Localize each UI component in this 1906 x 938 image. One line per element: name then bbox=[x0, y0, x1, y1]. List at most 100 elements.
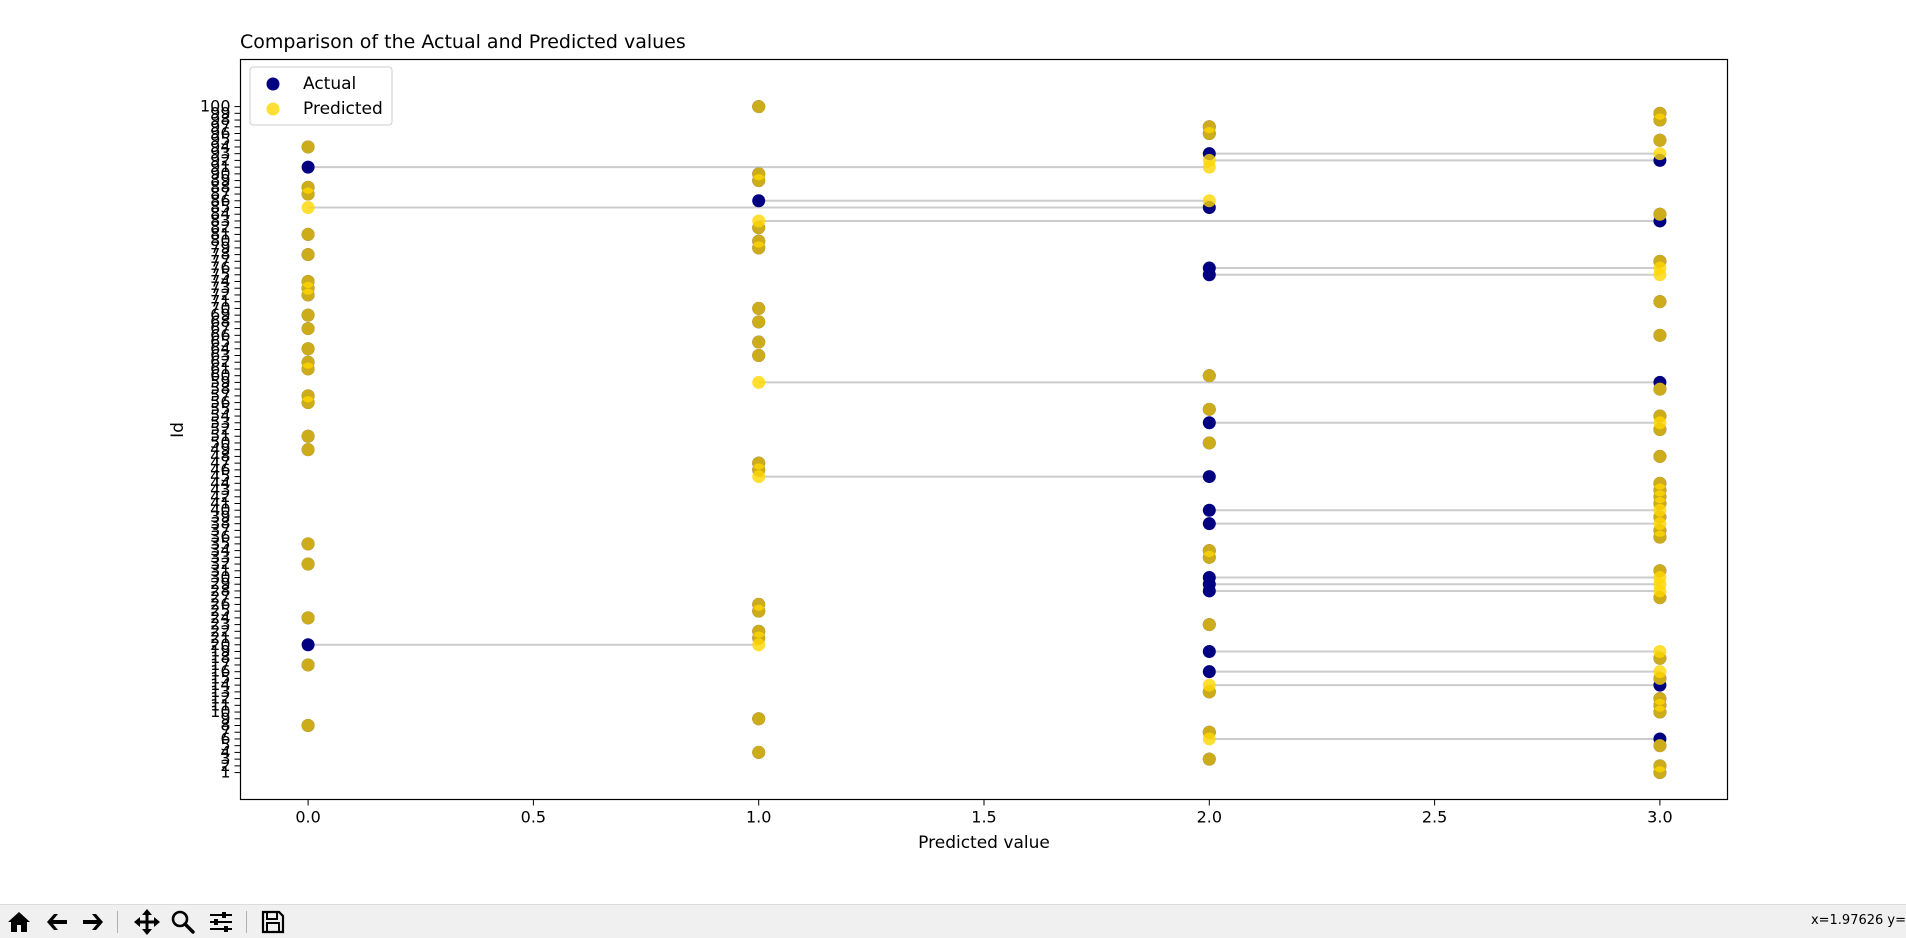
actual-point bbox=[1202, 503, 1216, 517]
legend-box bbox=[249, 66, 393, 126]
y-tick-label: 41 bbox=[210, 494, 230, 513]
y-tick-label: 42 bbox=[210, 487, 230, 506]
forward-button[interactable] bbox=[78, 908, 108, 936]
predicted-point bbox=[301, 658, 315, 672]
legend-label-predicted: Predicted bbox=[303, 99, 383, 119]
toolbar-separator bbox=[246, 911, 247, 933]
y-tick-label: 95 bbox=[210, 130, 230, 149]
actual-point bbox=[1202, 645, 1216, 658]
predicted-point bbox=[752, 167, 766, 181]
predicted-point bbox=[1653, 133, 1667, 147]
y-tick-label: 17 bbox=[210, 655, 230, 674]
y-tick-label: 100 bbox=[200, 97, 231, 116]
y-tick-label: 67 bbox=[210, 319, 230, 338]
predicted-point bbox=[752, 375, 766, 389]
predicted-point bbox=[752, 745, 766, 759]
y-tick-label: 2 bbox=[220, 756, 230, 775]
back-icon bbox=[47, 914, 67, 930]
y-tick-label: 73 bbox=[210, 278, 230, 297]
predicted-point bbox=[1202, 402, 1216, 416]
pan-icon bbox=[134, 909, 160, 935]
zoom-icon bbox=[171, 910, 195, 934]
x-tick-label: 2.5 bbox=[1422, 808, 1447, 827]
predicted-point bbox=[301, 355, 315, 369]
predicted-point bbox=[752, 315, 766, 329]
predicted-point bbox=[1202, 436, 1216, 450]
y-tick-label: 77 bbox=[210, 251, 230, 270]
y-tick-label: 36 bbox=[210, 527, 230, 546]
y-tick-label: 97 bbox=[210, 117, 230, 136]
x-tick-label: 1.0 bbox=[746, 808, 771, 827]
predicted-point bbox=[1653, 665, 1667, 679]
y-tick-label: 85 bbox=[210, 198, 230, 217]
predicted-point bbox=[301, 140, 315, 154]
y-tick-label: 8 bbox=[220, 716, 230, 735]
actual-point bbox=[752, 194, 766, 208]
y-tick-label: 5 bbox=[220, 736, 230, 755]
legend-marker-predicted bbox=[266, 102, 280, 116]
y-tick-label: 88 bbox=[210, 177, 230, 196]
chart-title: Comparison of the Actual and Predicted v… bbox=[240, 31, 686, 53]
predicted-point bbox=[1653, 739, 1667, 753]
y-tick-label: 31 bbox=[210, 561, 230, 580]
predicted-point bbox=[301, 201, 315, 214]
y-tick-label: 69 bbox=[210, 305, 230, 324]
y-tick-label: 91 bbox=[210, 157, 230, 176]
y-tick-label: 70 bbox=[210, 298, 230, 317]
y-tick-label: 11 bbox=[210, 695, 230, 714]
predicted-point bbox=[1653, 759, 1667, 773]
y-tick-label: 24 bbox=[210, 608, 230, 627]
y-tick-label: 54 bbox=[210, 406, 230, 425]
y-tick-label: 43 bbox=[210, 480, 230, 499]
y-tick-label: 81 bbox=[210, 224, 230, 243]
y-tick-label: 30 bbox=[210, 568, 230, 587]
y-tick-label: 63 bbox=[210, 346, 230, 365]
y-tick-label: 68 bbox=[210, 312, 230, 331]
x-tick-label: 2.0 bbox=[1197, 808, 1222, 827]
predicted-point bbox=[752, 234, 766, 248]
y-tick-label: 86 bbox=[210, 191, 230, 210]
y-tick-label: 79 bbox=[210, 238, 230, 257]
legend-label-actual: Actual bbox=[303, 74, 356, 94]
predicted-point bbox=[752, 712, 766, 726]
y-tick-label: 7 bbox=[220, 722, 230, 741]
y-tick-label: 92 bbox=[210, 150, 230, 169]
configure-subplots-button[interactable] bbox=[206, 908, 236, 936]
y-tick-label: 87 bbox=[210, 184, 230, 203]
actual-point bbox=[1202, 416, 1216, 430]
x-axis-label: Predicted value bbox=[918, 833, 1050, 853]
predicted-point bbox=[1653, 476, 1667, 490]
x-tick-label: 0.5 bbox=[521, 808, 546, 827]
y-tick-label: 82 bbox=[210, 218, 230, 237]
y-tick-label: 72 bbox=[210, 285, 230, 304]
predicted-point bbox=[1202, 194, 1216, 208]
back-button[interactable] bbox=[42, 908, 72, 936]
y-tick-label: 62 bbox=[210, 352, 230, 371]
predicted-point bbox=[752, 335, 766, 349]
predicted-point bbox=[752, 624, 766, 638]
y-tick-label: 94 bbox=[210, 137, 230, 156]
axes-frame bbox=[239, 58, 1729, 801]
predicted-point bbox=[1202, 752, 1216, 766]
x-tick-label: 0.0 bbox=[295, 808, 320, 827]
forward-icon bbox=[83, 914, 103, 930]
figure: Comparison of the Actual and Predicted v… bbox=[168, 31, 1729, 853]
y-tick-label: 39 bbox=[210, 507, 230, 526]
y-tick-label: 58 bbox=[210, 379, 230, 398]
predicted-point bbox=[752, 214, 766, 228]
y-tick-label: 99 bbox=[210, 103, 230, 122]
zoom-button[interactable] bbox=[168, 908, 198, 936]
predicted-point bbox=[301, 443, 315, 457]
y-tick-label: 22 bbox=[210, 621, 230, 640]
y-tick-label: 75 bbox=[210, 265, 230, 284]
predicted-point bbox=[1202, 678, 1216, 692]
y-tick-label: 16 bbox=[210, 662, 230, 681]
x-axis-ticks: 0.0 0.5 1.0 1.5 2.0 2.5 3.0 bbox=[295, 799, 1673, 827]
home-button[interactable] bbox=[4, 908, 34, 936]
predicted-point bbox=[1653, 328, 1667, 342]
y-tick-label: 55 bbox=[210, 399, 230, 418]
pan-button[interactable] bbox=[132, 908, 162, 936]
y-tick-label: 34 bbox=[210, 541, 230, 560]
save-button[interactable] bbox=[258, 908, 288, 936]
actual-point bbox=[301, 160, 315, 174]
